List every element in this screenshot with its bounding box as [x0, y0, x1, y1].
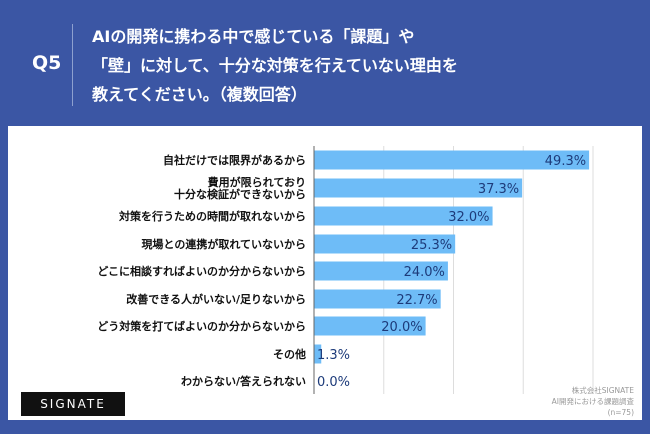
- category-label: どう対策を打てばよいのか分からないから: [97, 319, 306, 333]
- divider: [72, 24, 73, 106]
- data-label: 49.3%: [545, 154, 586, 169]
- bar: [314, 344, 322, 364]
- bar: [314, 261, 448, 281]
- bar: [314, 234, 456, 254]
- data-label: 24.0%: [404, 265, 445, 280]
- category-label: 改善できる人がいない/足りないから: [126, 292, 306, 306]
- source-line: (n=75): [607, 408, 634, 417]
- category-label: 対策を行うための時間が取れないから: [118, 209, 306, 223]
- bar: [314, 150, 590, 170]
- category-label: どこに相談すればよいのか分からないから: [97, 264, 306, 278]
- data-label: 37.3%: [478, 182, 519, 197]
- bar: [314, 206, 493, 226]
- signate-logo: SIGNATE: [21, 392, 125, 416]
- data-label: 0.0%: [317, 375, 350, 390]
- bar: [314, 289, 441, 309]
- data-label: 32.0%: [448, 210, 489, 225]
- bar: [314, 316, 426, 336]
- category-label: 自社だけでは限界があるから: [163, 153, 306, 167]
- category-label: 十分な検証ができないから: [174, 187, 306, 201]
- data-label: 20.0%: [381, 320, 422, 335]
- data-label: 22.7%: [396, 293, 437, 308]
- data-label: 25.3%: [411, 238, 452, 253]
- source-line: AI開発における課題調査: [551, 397, 634, 406]
- category-label: わからない/答えられない: [181, 374, 306, 388]
- question-number: Q5: [32, 52, 62, 74]
- bar: [314, 178, 523, 198]
- source-note: 株式会社SIGNATE AI開発における課題調査 (n=75): [552, 385, 634, 418]
- category-label: 費用が限られており: [207, 175, 306, 189]
- source-line: 株式会社SIGNATE: [571, 386, 634, 395]
- data-label: 1.3%: [317, 348, 350, 363]
- question-title: AIの開発に携わる中で感じている「課題」や 「壁」に対して、十分な対策を行えてい…: [92, 27, 458, 104]
- logo-text: SIGNATE: [40, 397, 106, 411]
- category-label: 現場との連携が取れていないから: [141, 237, 306, 251]
- category-label: その他: [273, 347, 306, 361]
